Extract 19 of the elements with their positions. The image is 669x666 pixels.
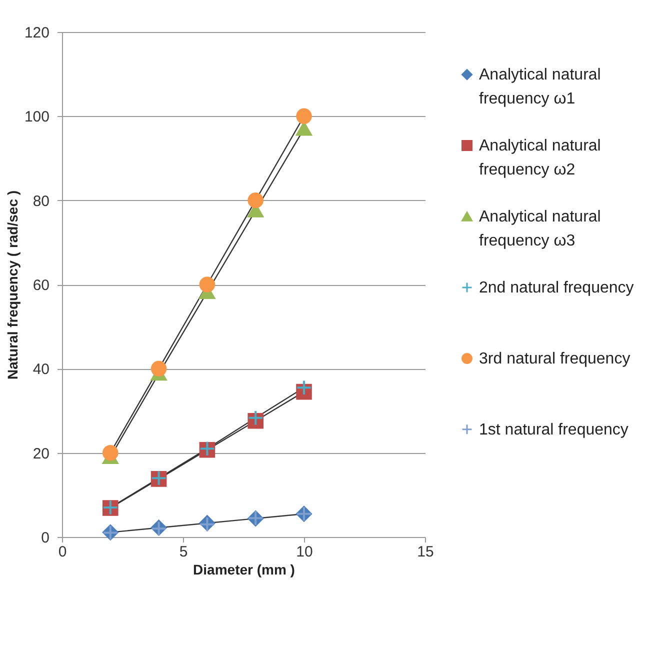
x-axis-title: Diameter (mm ) — [193, 562, 295, 578]
y-axis-title: Natural frequency ( rad/sec ) — [4, 190, 20, 380]
legend-label: 3rd natural frequency — [479, 350, 630, 368]
legend-label: Analytical natural frequency ω1 — [479, 66, 601, 108]
y-tick-label: 120 — [24, 24, 50, 42]
x-tick-label: 5 — [179, 544, 188, 560]
y-tick-label: 40 — [32, 361, 50, 378]
y-tick-label: 100 — [24, 108, 50, 126]
y-tick-label: 80 — [32, 192, 50, 210]
legend-label: 2nd natural frequency — [479, 279, 634, 296]
legend-label: Analytical natural frequency ω3 — [479, 208, 601, 250]
y-tick-label: 20 — [32, 445, 50, 462]
x-tick-label: 0 — [58, 544, 67, 560]
x-tick-label: 15 — [417, 544, 434, 560]
x-tick-label: 10 — [296, 544, 313, 560]
legend-label: Analytical natural frequency ω2 — [479, 138, 601, 179]
legend-label: 1st natural frequency — [479, 421, 628, 438]
y-tick-label: 0 — [41, 530, 50, 546]
y-tick-label: 60 — [32, 277, 50, 294]
